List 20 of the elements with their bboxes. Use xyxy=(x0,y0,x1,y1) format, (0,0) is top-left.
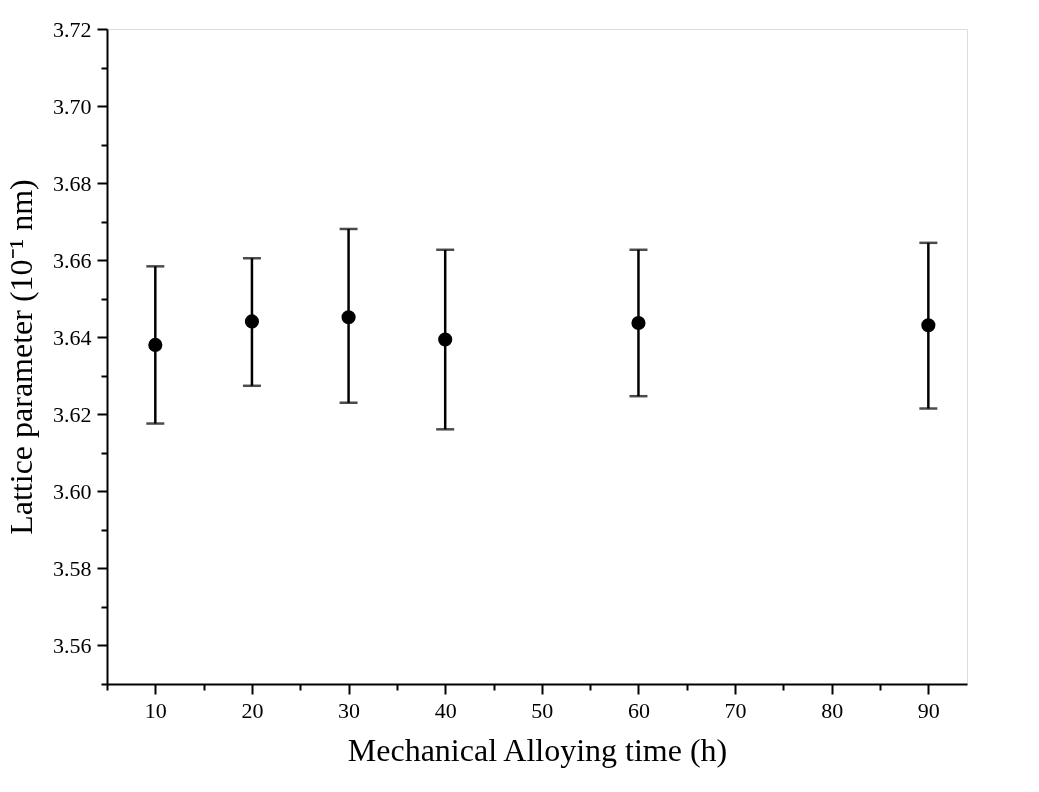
x-tick-label: 60 xyxy=(627,697,650,723)
x-tick-label: 90 xyxy=(917,697,940,723)
y-tick-label: 3.68 xyxy=(53,170,92,196)
x-tick-label: 30 xyxy=(338,697,361,723)
x-tick-label: 10 xyxy=(144,697,167,723)
x-tick-label: 20 xyxy=(241,697,264,723)
y-tick-label: 3.64 xyxy=(53,324,92,350)
y-tick-label: 3.62 xyxy=(53,401,92,427)
y-axis-title: Lattice parameter (10⁻¹ nm) xyxy=(3,179,39,535)
y-tick-label: 3.56 xyxy=(53,632,92,658)
x-axis-title: Mechanical Alloying time (h) xyxy=(347,731,728,768)
y-tick-label: 3.72 xyxy=(53,16,92,42)
x-tick-label: 40 xyxy=(434,697,457,723)
y-tick-label: 3.58 xyxy=(53,555,92,581)
x-tick-label: 70 xyxy=(724,697,747,723)
y-tick-label: 3.60 xyxy=(53,478,92,504)
y-tick-label: 3.70 xyxy=(53,93,92,119)
x-tick-label: 80 xyxy=(821,697,844,723)
x-tick-label: 50 xyxy=(531,697,554,723)
y-tick-label: 3.66 xyxy=(53,247,92,273)
